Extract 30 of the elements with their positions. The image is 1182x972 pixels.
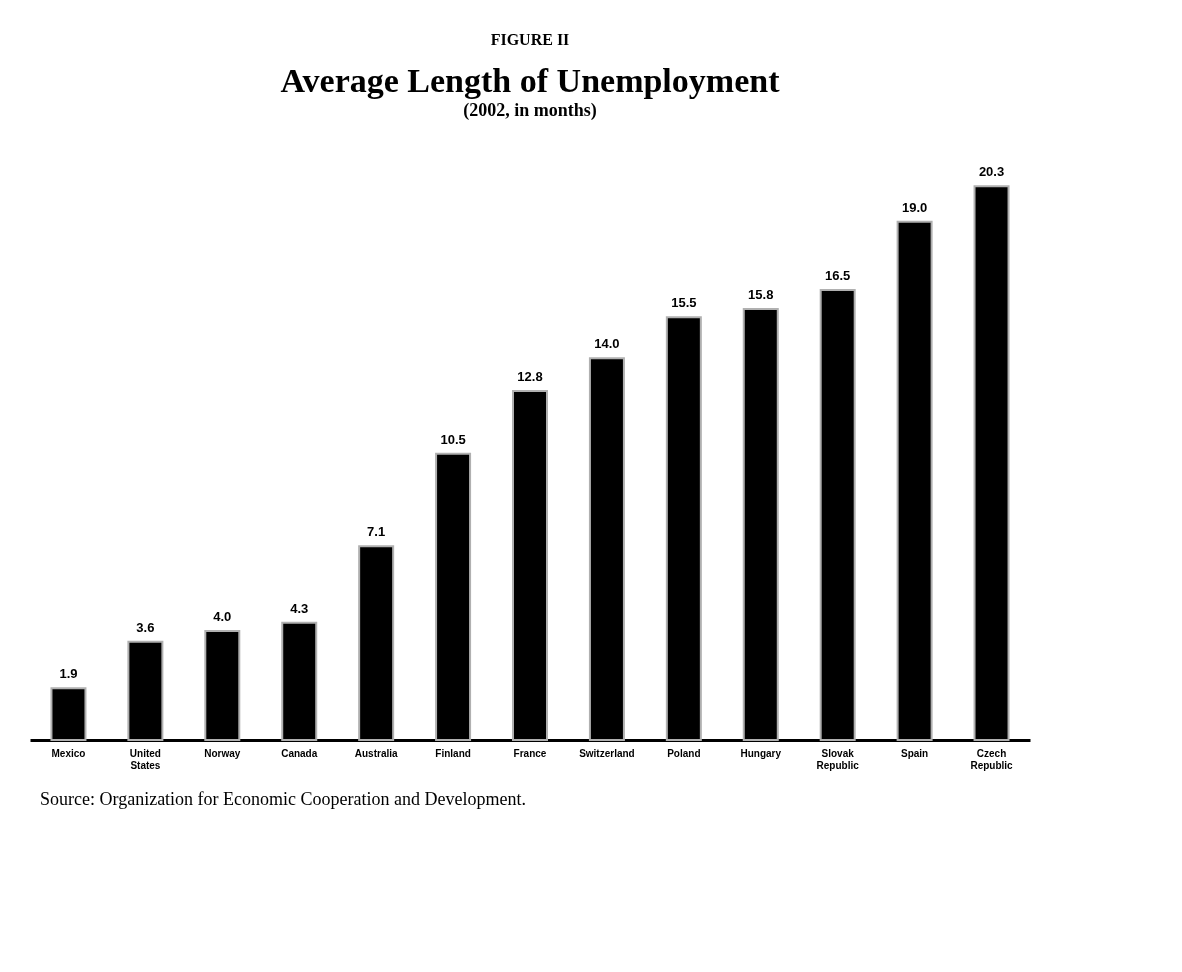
x-tick-label: Czech Republic (970, 747, 1014, 771)
data-label: 1.9 (59, 666, 78, 682)
data-label: 20.3 (978, 164, 1005, 180)
data-label: 16.5 (825, 268, 851, 283)
x-tick-label: Australia (354, 747, 398, 759)
source-note: Source: Organization for Economic Cooperation and Development. (40, 789, 527, 809)
data-label: 4.0 (213, 608, 232, 624)
data-label: 3.6 (136, 619, 155, 635)
chart-title: Average Length of Unemployment (280, 62, 781, 99)
x-tick-label: Mexico (51, 747, 86, 759)
data-label: 15.5 (671, 295, 697, 311)
data-label: 7.1 (367, 524, 386, 540)
data-label: 12.8 (517, 368, 543, 384)
chart-subtitle: (2002, in months) (463, 100, 597, 121)
data-label: 4.3 (290, 600, 309, 616)
x-tick-label: Finland (435, 747, 471, 759)
x-tick-label: United States (129, 747, 161, 771)
data-label: 15.8 (748, 287, 774, 303)
data-label: 19.0 (901, 199, 928, 215)
x-tick-label: Canada (281, 747, 318, 759)
data-label: 14.0 (594, 336, 620, 352)
x-tick-label: France (513, 747, 547, 759)
x-tick-label: Norway (204, 747, 241, 759)
x-tick-label: Spain (901, 747, 929, 759)
x-tick-label: Switzerland (579, 747, 635, 759)
x-tick-label: Poland (667, 747, 701, 759)
x-tick-label: Hungary (740, 747, 782, 759)
data-label: 10.5 (440, 431, 466, 447)
text: FIGURE II (490, 31, 570, 48)
x-tick-label: Slovak Republic (816, 747, 860, 771)
